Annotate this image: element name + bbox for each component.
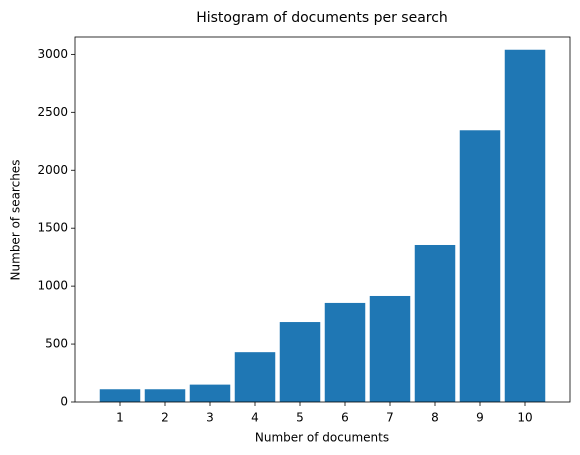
bar xyxy=(459,130,501,402)
x-tick-label: 1 xyxy=(116,411,124,425)
y-tick-label: 2500 xyxy=(37,105,68,119)
x-tick-label: 6 xyxy=(341,411,349,425)
y-tick-label: 0 xyxy=(60,395,68,409)
y-tick-label: 3000 xyxy=(37,47,68,61)
bar xyxy=(504,49,546,402)
bar xyxy=(414,244,456,402)
x-tick-label: 2 xyxy=(161,411,169,425)
y-tick-label: 2000 xyxy=(37,163,68,177)
bar xyxy=(279,322,321,402)
x-tick-label: 4 xyxy=(251,411,259,425)
x-tick-label: 8 xyxy=(431,411,439,425)
x-tick-label: 7 xyxy=(386,411,394,425)
y-tick-label: 500 xyxy=(45,337,68,351)
x-tick-label: 5 xyxy=(296,411,304,425)
chart-title: Histogram of documents per search xyxy=(196,10,448,26)
bar xyxy=(99,389,141,402)
bar xyxy=(369,295,411,402)
bar xyxy=(234,352,276,402)
x-tick-label: 10 xyxy=(517,411,532,425)
plot-frame xyxy=(74,36,571,403)
y-axis-label: Number of searches xyxy=(9,160,23,281)
x-tick-label: 3 xyxy=(206,411,214,425)
bar xyxy=(189,384,231,402)
x-axis-label: Number of documents xyxy=(255,431,389,445)
bar xyxy=(144,389,186,402)
y-tick-label: 1000 xyxy=(37,279,68,293)
y-tick-label: 1500 xyxy=(37,221,68,235)
x-tick-label: 9 xyxy=(476,411,484,425)
bar xyxy=(324,302,366,402)
